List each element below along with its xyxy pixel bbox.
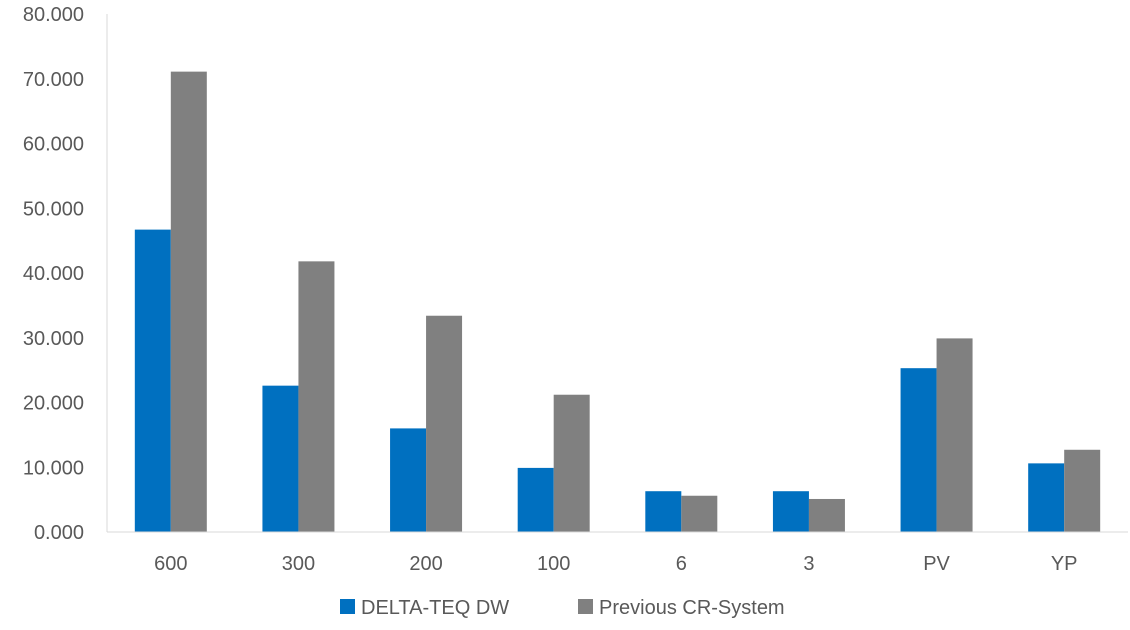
x-axis: 600 300 200 100 6 3 PV YP (107, 531, 1128, 575)
bar-delta-teq-dw (900, 368, 937, 532)
x-tick-label: PV (923, 553, 950, 575)
bar-previous-cr-system (936, 338, 973, 532)
y-tick-label: 80.000 (23, 4, 84, 26)
legend-swatch (340, 599, 355, 614)
bar-previous-cr-system (808, 498, 845, 532)
legend-label: DELTA-TEQ DW (361, 597, 509, 619)
bar-previous-cr-system (553, 394, 590, 532)
x-tick-label: 100 (537, 553, 570, 575)
y-tick-label: 30.000 (23, 328, 84, 350)
bar-delta-teq-dw (262, 385, 299, 532)
bar-delta-teq-dw (1028, 463, 1065, 532)
bar-previous-cr-system (170, 71, 207, 532)
bar-delta-teq-dw (390, 428, 427, 532)
bar-previous-cr-system (1064, 449, 1101, 532)
bars (134, 71, 1101, 532)
legend-swatch (578, 599, 593, 614)
y-tick-label: 70.000 (23, 69, 84, 91)
bar-delta-teq-dw (517, 467, 554, 532)
x-tick-label: 6 (676, 553, 687, 575)
x-tick-label: YP (1051, 553, 1078, 575)
bar-previous-cr-system (681, 495, 718, 532)
x-tick-label: 3 (803, 553, 814, 575)
legend: DELTA-TEQ DW Previous CR-System (340, 597, 785, 619)
y-tick-label: 20.000 (23, 393, 84, 415)
y-axis: 0.000 10.000 20.000 30.000 40.000 50.000 60.00… (23, 4, 108, 544)
y-tick-label: 10.000 (23, 457, 84, 479)
bar-delta-teq-dw (772, 491, 809, 532)
y-tick-label: 0.000 (34, 522, 84, 544)
x-tick-label: 200 (409, 553, 442, 575)
bar-delta-teq-dw (645, 491, 682, 532)
bar-previous-cr-system (426, 315, 463, 532)
y-tick-label: 60.000 (23, 134, 84, 156)
x-tick-label: 600 (154, 553, 187, 575)
legend-label: Previous CR-System (599, 597, 785, 619)
y-tick-label: 50.000 (23, 198, 84, 220)
x-tick-label: 300 (282, 553, 315, 575)
y-tick-label: 40.000 (23, 263, 84, 285)
bar-delta-teq-dw (134, 229, 171, 532)
bar-previous-cr-system (298, 261, 335, 532)
